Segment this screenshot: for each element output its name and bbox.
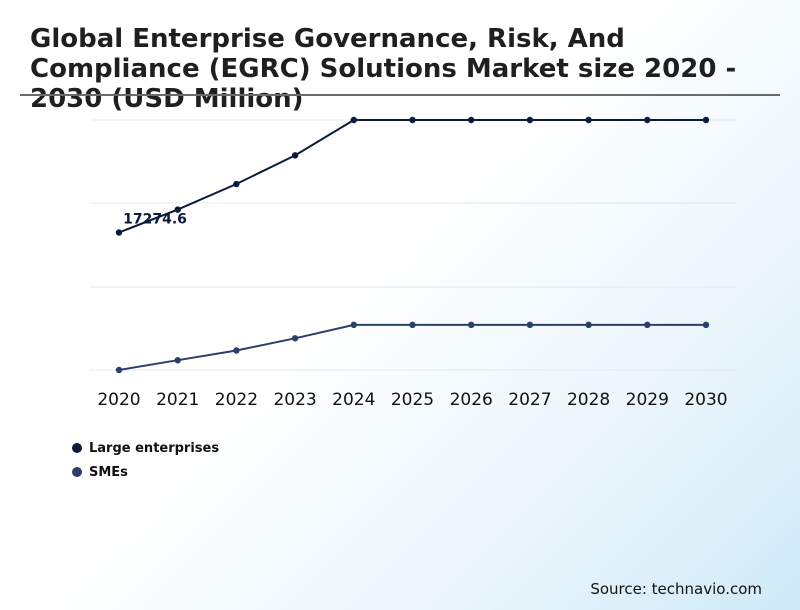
- point-large-enterprises-2025: [409, 116, 416, 124]
- x-tick-label-2020: 2020: [97, 390, 140, 410]
- point-smes-2024: [350, 321, 357, 329]
- series-line-smes: [118, 323, 706, 371]
- legend-marker-large-enterprises: [72, 443, 82, 453]
- data-label-large-enterprises-2020: 17274.6: [123, 212, 187, 228]
- legend: Large enterprises SMEs: [72, 436, 219, 484]
- source-credit: Source: technavio.com: [590, 580, 762, 598]
- point-smes-2029: [644, 321, 651, 329]
- point-large-enterprises-2023: [291, 152, 299, 159]
- x-tick-label-2030: 2030: [684, 390, 727, 410]
- point-smes-2026: [468, 321, 475, 329]
- x-tick-label-2027: 2027: [508, 390, 551, 410]
- point-large-enterprises-2024: [350, 116, 357, 124]
- point-smes-2020: [115, 366, 123, 374]
- legend-label-large-enterprises: Large enterprises: [89, 440, 220, 456]
- series-lines: [115, 116, 710, 374]
- point-large-enterprises-2027: [526, 116, 534, 124]
- gridlines: [90, 119, 736, 371]
- x-tick-label-2023: 2023: [273, 390, 316, 410]
- title-divider: [20, 94, 780, 96]
- point-smes-2023: [291, 335, 299, 342]
- x-tick-label-2028: 2028: [567, 390, 610, 410]
- point-large-enterprises-2026: [468, 116, 475, 124]
- point-smes-2030: [702, 321, 710, 329]
- point-large-enterprises-2029: [644, 116, 651, 124]
- point-smes-2027: [526, 321, 534, 329]
- point-large-enterprises-2030: [702, 116, 710, 124]
- legend-item-large-enterprises: Large enterprises: [72, 436, 219, 460]
- x-tick-label-2024: 2024: [332, 390, 375, 410]
- point-smes-2022: [233, 347, 240, 354]
- x-tick-label-2026: 2026: [450, 390, 493, 410]
- x-axis: 2020 2021 2022 2023 2024 2025 2026 2027 2028 2029…: [97, 390, 727, 410]
- point-large-enterprises-2020: [115, 229, 123, 236]
- point-large-enterprises-2022: [233, 180, 240, 188]
- x-tick-label-2025: 2025: [391, 390, 434, 410]
- series-line-large-enterprises: [118, 119, 706, 234]
- annotations: 17274.6: [123, 212, 187, 228]
- legend-item-smes: SMEs: [72, 460, 219, 484]
- x-tick-label-2029: 2029: [626, 390, 669, 410]
- point-smes-2021: [174, 357, 181, 364]
- legend-marker-smes: [72, 467, 82, 477]
- point-smes-2025: [409, 321, 416, 329]
- point-large-enterprises-2021: [174, 206, 181, 213]
- chart-title: Global Enterprise Governance, Risk, And …: [30, 24, 737, 114]
- x-tick-label-2021: 2021: [156, 390, 199, 410]
- x-tick-label-2022: 2022: [215, 390, 258, 410]
- legend-label-smes: SMEs: [89, 464, 128, 480]
- point-large-enterprises-2028: [585, 116, 592, 124]
- point-smes-2028: [585, 321, 592, 329]
